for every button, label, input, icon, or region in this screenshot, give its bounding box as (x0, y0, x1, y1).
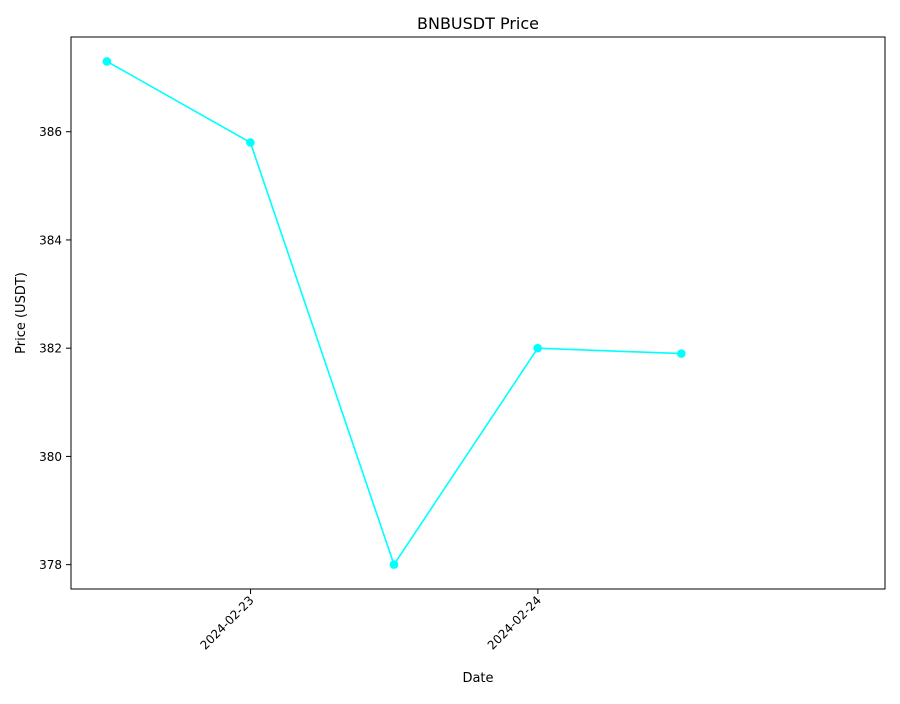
y-axis-ticks: 378 380 382 384 386 (39, 125, 71, 572)
data-point (389, 560, 399, 569)
y-tick-label: 380 (39, 450, 62, 464)
x-tick-label: 2024-02-24 (485, 593, 544, 652)
data-point (533, 343, 542, 353)
series-line (106, 60, 682, 567)
chart-title: BNBUSDT Price (417, 14, 539, 33)
series-layer (102, 57, 686, 569)
plot-area (70, 36, 886, 590)
x-axis-ticks: 2024-02-23 2024-02-24 (197, 589, 544, 652)
y-axis-label: Price (USDT) (14, 272, 29, 354)
y-tick-label: 386 (39, 125, 62, 139)
y-tick-label: 382 (39, 342, 62, 356)
y-tick-label: 378 (39, 558, 62, 572)
y-tick-label: 384 (39, 233, 62, 247)
data-point (102, 57, 112, 66)
data-point (246, 138, 255, 147)
x-tick-label: 2024-02-23 (197, 593, 256, 652)
data-point (677, 349, 686, 358)
x-axis-label: Date (462, 671, 493, 686)
